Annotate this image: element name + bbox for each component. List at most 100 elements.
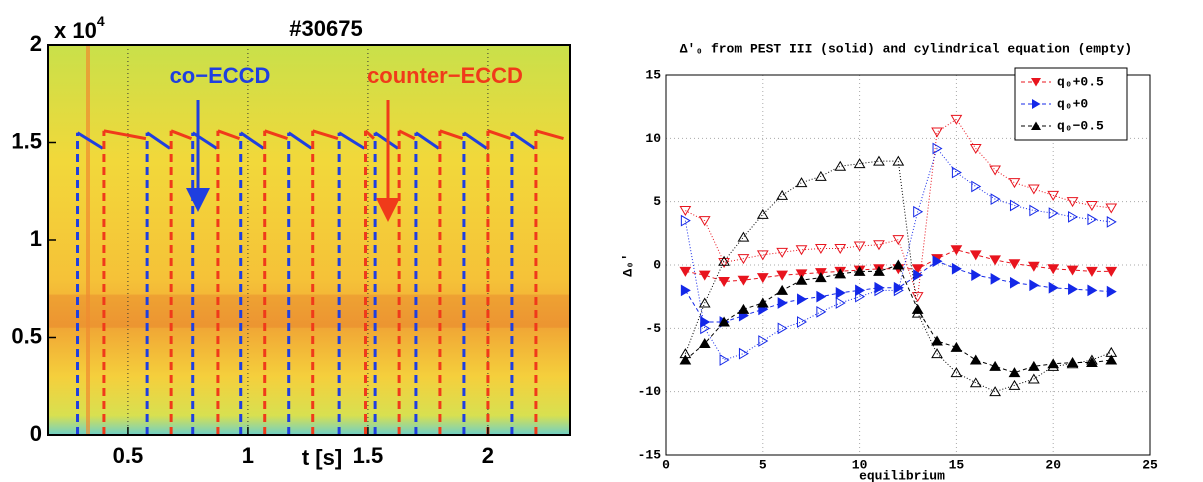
trace-line (217, 129, 241, 141)
data-point (679, 354, 692, 365)
data-point (700, 322, 711, 335)
data-point (1008, 259, 1021, 270)
chart-title: Δ′₀ from PEST III (solid) and cylindrica… (680, 41, 1132, 56)
data-point (776, 247, 789, 258)
data-point (1027, 184, 1040, 195)
y-tick-label: -15 (638, 447, 662, 462)
data-point (1008, 367, 1021, 378)
trace-line (415, 131, 440, 150)
data-point (989, 360, 1001, 371)
x-axis-label: t [s] (302, 445, 342, 470)
data-point (737, 275, 750, 286)
data-point (737, 231, 750, 242)
y-scale-base: x 10 (54, 18, 97, 43)
data-point (931, 127, 943, 138)
data-point (893, 284, 904, 297)
trace-line (170, 129, 193, 141)
data-point (892, 235, 905, 246)
data-point (679, 206, 692, 217)
data-point (950, 114, 963, 125)
data-point (892, 155, 905, 166)
data-point (853, 158, 866, 169)
data-point (950, 367, 963, 378)
data-point (815, 170, 827, 181)
data-point (680, 284, 691, 297)
data-point (1066, 197, 1079, 208)
data-point (1105, 346, 1118, 357)
trace-line (511, 131, 536, 150)
data-point (797, 316, 808, 328)
data-point (680, 214, 691, 227)
data-point (718, 276, 730, 287)
data-point (1009, 199, 1020, 212)
data-point (931, 348, 943, 359)
trace-line (312, 129, 339, 141)
data-point (951, 262, 962, 275)
data-point (990, 273, 1001, 285)
y-tick-label: -10 (638, 384, 662, 399)
legend-marker (1031, 121, 1041, 130)
y-tick-label: 1.5 (11, 128, 42, 153)
data-point (756, 208, 769, 219)
data-point (1027, 373, 1040, 384)
chart-title: #30675 (289, 16, 362, 41)
y-scale-label: x 104 (54, 13, 105, 43)
data-point (835, 286, 846, 299)
data-point (969, 250, 982, 261)
series-line (685, 249, 1112, 282)
x-tick-label: 1 (242, 443, 254, 468)
trace-line (76, 131, 104, 150)
trace-line (487, 129, 512, 141)
data-point (1008, 178, 1021, 189)
y-tick-label: 0 (30, 421, 42, 446)
data-point (795, 177, 808, 188)
data-point (913, 205, 924, 218)
y-tick-label: 1 (30, 226, 42, 251)
data-point (950, 245, 963, 256)
data-point (698, 216, 711, 227)
data-point (969, 377, 982, 388)
data-point (777, 322, 788, 335)
y-scale-exponent: 4 (97, 13, 105, 29)
data-point (816, 290, 827, 303)
data-point (874, 284, 885, 297)
data-point (758, 335, 769, 347)
data-point (892, 259, 905, 270)
data-point (1029, 204, 1040, 217)
data-point (1048, 207, 1059, 219)
data-point (853, 265, 866, 276)
x-tick-label: 0 (662, 457, 670, 472)
data-point (797, 293, 808, 306)
x-tick-label: 25 (1142, 457, 1158, 472)
data-point (950, 341, 963, 352)
data-point (873, 155, 885, 166)
trace-line (439, 129, 464, 141)
data-point (1008, 379, 1021, 390)
data-point (834, 268, 847, 279)
y-tick-label: 5 (653, 194, 661, 209)
data-point (1027, 261, 1040, 272)
data-point (1086, 354, 1098, 365)
data-point (932, 255, 943, 268)
data-point (776, 270, 789, 281)
data-point (756, 250, 769, 261)
data-point (718, 257, 730, 268)
data-point (873, 265, 885, 276)
trace-line (239, 131, 265, 150)
data-point (873, 240, 885, 251)
trace-line (103, 129, 147, 141)
spectrogram-streak (86, 45, 90, 435)
data-point (795, 245, 808, 256)
data-point (756, 273, 769, 284)
data-point (1105, 266, 1118, 277)
data-point (1068, 210, 1079, 223)
data-point (815, 272, 827, 283)
y-tick-label: 2 (30, 31, 42, 56)
data-point (1105, 203, 1118, 214)
data-point (1066, 358, 1079, 369)
data-point (719, 354, 730, 366)
data-point (1048, 281, 1059, 294)
spectrogram-band (48, 294, 570, 328)
data-point (737, 254, 750, 265)
